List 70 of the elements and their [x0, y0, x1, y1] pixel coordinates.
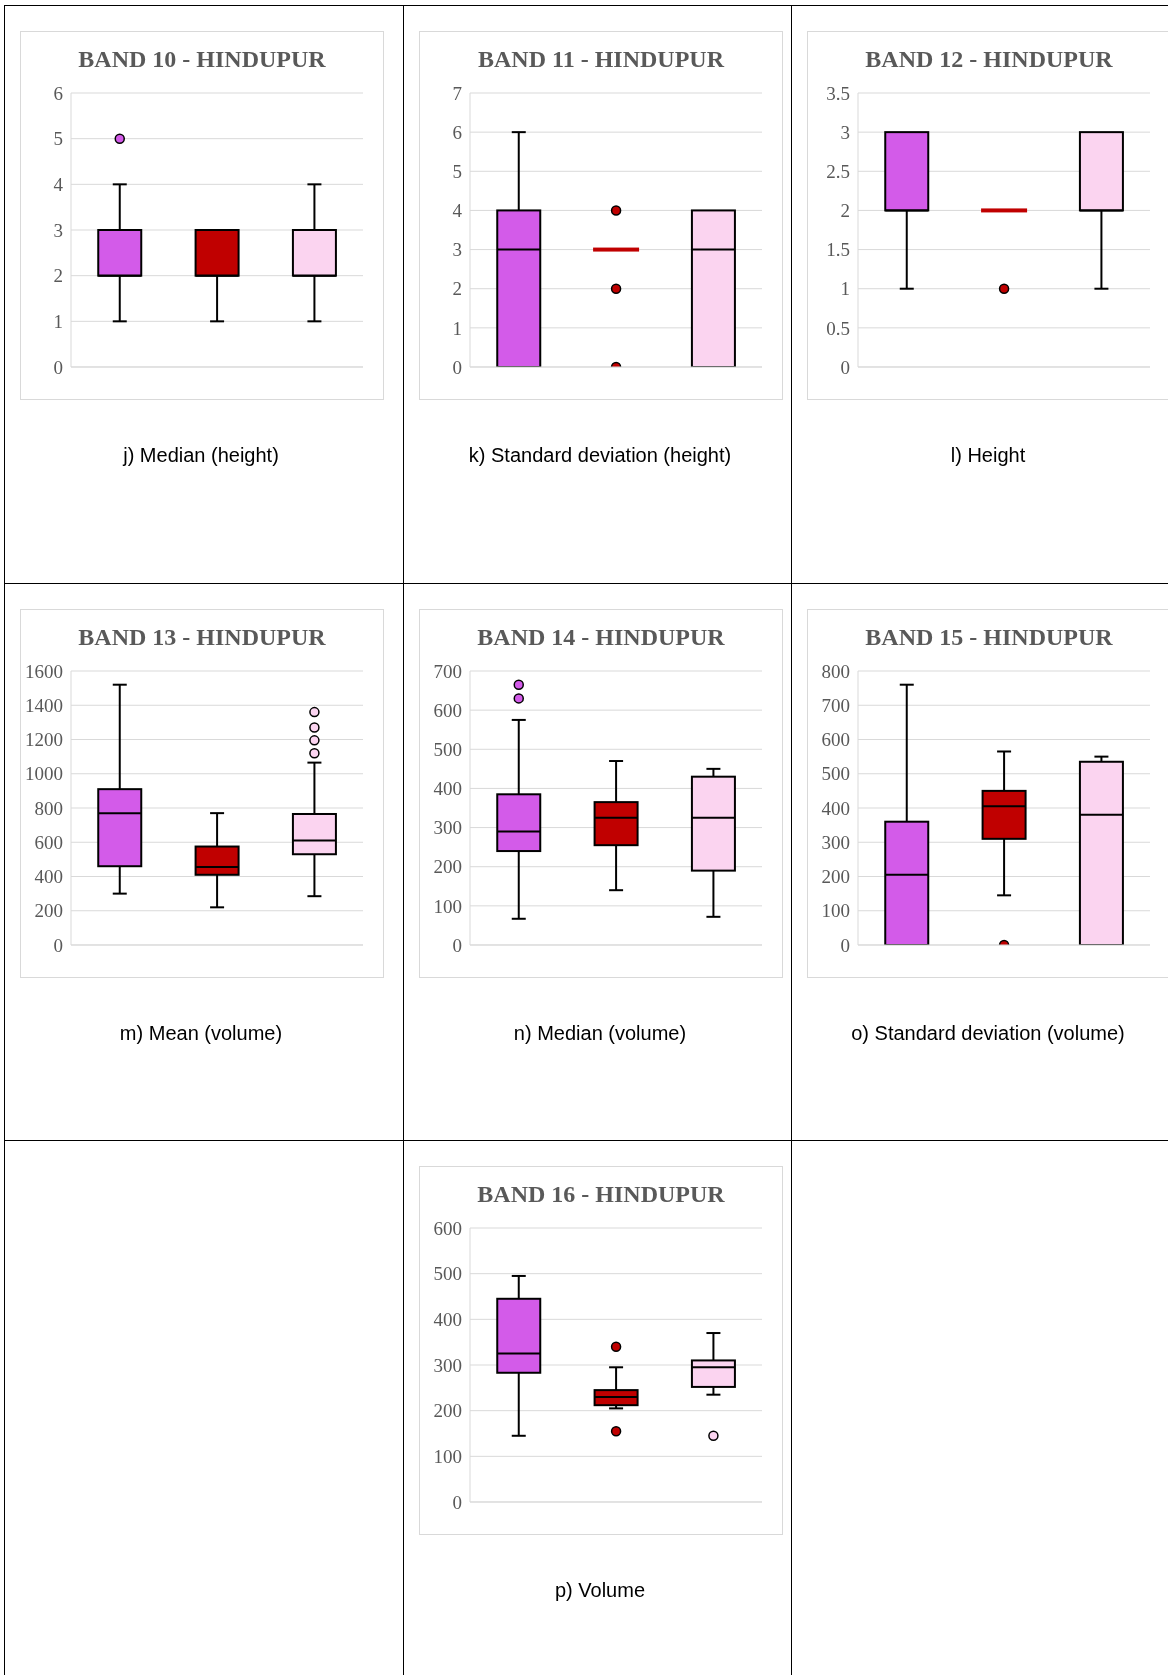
y-tick-label: 6: [452, 121, 462, 143]
y-tick-label: 200: [34, 900, 63, 922]
y-tick-label: 600: [821, 729, 850, 751]
chart-title: BAND 11 - HINDUPUR: [477, 45, 726, 74]
y-tick-label: 600: [34, 831, 63, 853]
text: m) Mean (volume): [118, 1022, 284, 1045]
text: p) Volume: [553, 1579, 647, 1602]
y-tick-label: 200: [433, 856, 462, 878]
chart-title: BAND 14 - HINDUPUR: [476, 623, 726, 652]
text: n) Median (volume): [512, 1022, 688, 1045]
y-tick-label: 800: [821, 660, 850, 682]
y-tick-label: 1.5: [826, 239, 850, 261]
y-tick-label: 5: [53, 128, 63, 150]
y-tick-label: 5: [452, 161, 462, 183]
chart-title: BAND 12 - HINDUPUR: [864, 45, 1114, 74]
y-tick-label: 400: [821, 797, 850, 819]
y-tick-label: 4: [53, 174, 64, 196]
y-tick-label: 400: [433, 778, 462, 800]
y-tick-label: 0: [840, 934, 850, 956]
y-tick-label: 3: [840, 121, 850, 143]
y-tick-label: 1: [840, 278, 850, 300]
y-tick-label: 200: [821, 866, 850, 888]
y-tick-label: 400: [34, 866, 63, 888]
y-tick-label: 2: [840, 200, 850, 222]
y-tick-label: 3.5: [826, 82, 850, 104]
y-tick-label: 200: [433, 1400, 462, 1422]
y-tick-label: 1200: [25, 729, 63, 751]
y-tick-label: 1400: [25, 694, 63, 716]
text: k) Standard deviation (height): [467, 444, 733, 467]
y-tick-label: 3: [452, 239, 462, 261]
text: l) Height: [949, 444, 1027, 467]
y-tick-label: 500: [821, 763, 850, 785]
chart-title: BAND 10 - HINDUPUR: [77, 45, 327, 74]
y-tick-label: 0.5: [826, 317, 850, 339]
y-tick-label: 700: [433, 660, 462, 682]
y-tick-label: 300: [433, 1354, 462, 1376]
y-tick-label: 0: [840, 356, 850, 378]
y-tick-label: 0: [452, 934, 462, 956]
y-tick-label: 7: [452, 82, 462, 104]
y-tick-label: 4: [452, 200, 463, 222]
y-tick-label: 800: [34, 797, 63, 819]
y-tick-label: 100: [433, 895, 462, 917]
y-tick-label: 2.5: [826, 161, 850, 183]
y-tick-label: 300: [821, 831, 850, 853]
text: j) Median (height): [121, 444, 280, 467]
y-tick-label: 1: [452, 317, 462, 339]
chart-title: BAND 16 - HINDUPUR: [476, 1180, 726, 1209]
y-tick-label: 600: [433, 1217, 462, 1239]
y-tick-label: 400: [433, 1309, 462, 1331]
text: o) Standard deviation (volume): [850, 1022, 1126, 1045]
y-tick-label: 100: [821, 900, 850, 922]
y-tick-label: 1600: [25, 660, 63, 682]
y-tick-label: 2: [452, 278, 462, 300]
y-tick-label: 500: [433, 739, 462, 761]
y-tick-label: 0: [53, 356, 63, 378]
y-tick-label: 1000: [25, 763, 63, 785]
y-tick-label: 1: [53, 311, 63, 333]
y-tick-label: 500: [433, 1263, 462, 1285]
y-tick-label: 0: [452, 1491, 462, 1513]
y-tick-label: 100: [433, 1446, 462, 1468]
y-tick-label: 6: [53, 82, 63, 104]
y-tick-label: 700: [821, 694, 850, 716]
y-tick-label: 0: [452, 356, 462, 378]
chart-title: BAND 13 - HINDUPUR: [77, 623, 327, 652]
y-tick-label: 2: [53, 265, 63, 287]
y-tick-label: 0: [53, 934, 63, 956]
y-tick-label: 300: [433, 817, 462, 839]
y-tick-label: 600: [433, 699, 462, 721]
y-tick-label: 3: [53, 219, 63, 241]
chart-title: BAND 15 - HINDUPUR: [864, 623, 1114, 652]
